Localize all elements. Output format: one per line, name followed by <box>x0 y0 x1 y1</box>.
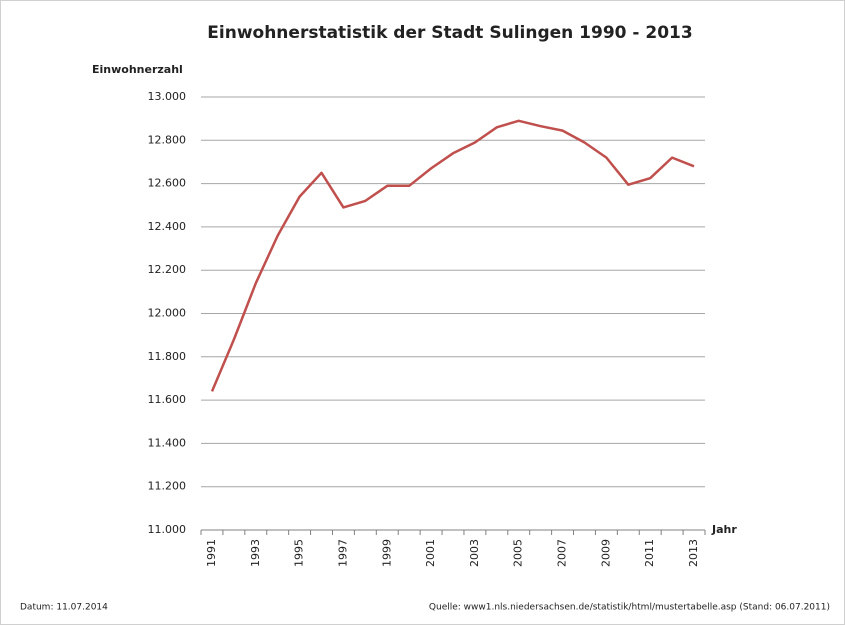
x-tick-label: 2001 <box>424 539 437 567</box>
x-tick-label: 1993 <box>249 539 262 567</box>
footer-date: Datum: 11.07.2014 <box>20 603 108 613</box>
y-tick-label: 11.200 <box>148 480 187 493</box>
x-tick-label: 2007 <box>556 539 569 567</box>
y-axis-label: Einwohnerzahl <box>92 63 183 76</box>
y-tick-label: 12.600 <box>148 177 187 190</box>
y-tick-label: 12.000 <box>148 307 187 320</box>
x-tick-label: 2005 <box>512 539 525 567</box>
data-line <box>210 119 695 392</box>
y-tick-label: 12.400 <box>148 220 187 233</box>
y-tick-label: 11.600 <box>148 393 187 406</box>
x-tick-label: 2003 <box>468 539 481 567</box>
chart-title: Einwohnerstatistik der Stadt Sulingen 19… <box>207 23 692 43</box>
x-axis-label: Jahr <box>711 523 737 536</box>
x-tick-label: 1997 <box>336 539 349 567</box>
y-tick-label: 12.200 <box>148 263 187 276</box>
x-tick-label: 2013 <box>687 539 700 567</box>
x-tick-label: 2009 <box>599 539 612 567</box>
x-tick-label: 1995 <box>293 539 306 567</box>
y-tick-label: 12.800 <box>148 133 187 146</box>
x-tick-label: 2011 <box>643 539 656 567</box>
footer-source: Quelle: www1.nls.niedersachsen.de/statis… <box>429 603 830 613</box>
y-tick-label: 11.000 <box>148 523 187 536</box>
y-tick-label: 13.000 <box>148 90 187 103</box>
x-tick-label: 1999 <box>380 539 393 567</box>
x-tick-label: 1991 <box>205 539 218 567</box>
y-tick-label: 11.800 <box>148 350 187 363</box>
y-tick-label: 11.400 <box>148 436 187 449</box>
